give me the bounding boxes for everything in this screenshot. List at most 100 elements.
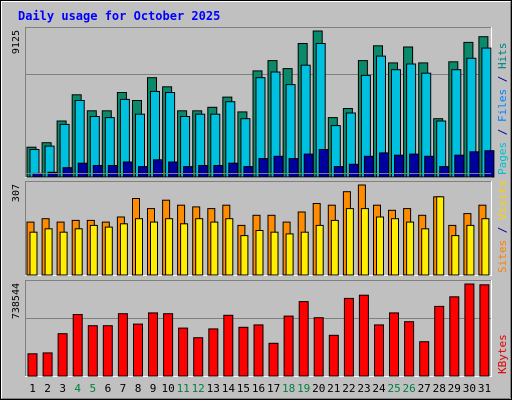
bar-kbytes-day-20: [313, 317, 324, 377]
bar-pages-day-10: [168, 161, 179, 178]
bar-kbytes-day-4: [72, 314, 83, 377]
bar-sites-day-6: [104, 226, 113, 276]
bar-kbytes-day-1: [27, 353, 38, 377]
bar-sites-day-9: [150, 221, 158, 276]
x-tick-label: 26: [402, 382, 415, 395]
series-sites: [29, 196, 490, 276]
x-tick-label: 13: [207, 382, 220, 395]
bar-sites-day-4: [74, 228, 83, 276]
bar-kbytes-day-21: [328, 334, 339, 377]
bar-sites-day-26: [406, 221, 415, 276]
chart-panels: 9125 Pages / Files / Hits 307 Sites / Visit…: [11, 27, 509, 377]
bar-pages-day-16: [258, 158, 269, 178]
bar-kbytes-day-26: [404, 321, 415, 377]
bar-kbytes-day-22: [343, 297, 354, 377]
bar-kbytes-day-7: [117, 313, 128, 377]
bar-kbytes-day-24: [374, 324, 384, 377]
series-kbytes: [27, 283, 490, 377]
bar-sites-day-1: [29, 231, 38, 276]
bar-kbytes-day-9: [148, 312, 158, 377]
x-tick-label: 16: [252, 382, 265, 395]
y-axis-max-label: 307: [11, 184, 22, 202]
bar-sites-day-24: [376, 216, 384, 276]
bar-pages-day-8: [138, 166, 148, 178]
x-tick-label: 22: [342, 382, 355, 395]
legend-text: Pages: [496, 142, 509, 175]
bar-sites-day-10: [165, 218, 174, 276]
x-tick-label: 31: [478, 382, 491, 395]
series-legend-visits: Sites / Visits: [496, 180, 509, 273]
bar-pages-day-22: [348, 163, 359, 178]
bar-sites-day-16: [255, 230, 264, 276]
x-tick-label: 20: [312, 382, 325, 395]
bar-pages-day-13: [213, 165, 224, 178]
bar-pages-day-24: [379, 152, 389, 178]
bar-sites-day-19: [300, 231, 309, 276]
bar-pages-day-17: [273, 155, 284, 178]
bar-sites-day-21: [330, 219, 339, 276]
x-tick-label: 8: [135, 382, 142, 395]
x-tick-label: 7: [120, 382, 127, 395]
series-legend-hits: Pages / Files / Hits: [496, 43, 509, 176]
x-tick-label: 14: [222, 382, 236, 395]
bar-kbytes-day-27: [419, 341, 430, 377]
bar-sites-day-29: [451, 235, 460, 276]
bar-pages-day-26: [409, 153, 420, 178]
legend-text: Hits: [496, 43, 509, 70]
bar-pages-day-4: [77, 162, 88, 178]
bar-kbytes-day-14: [223, 314, 234, 377]
x-tick-label: 29: [448, 382, 461, 395]
x-tick-label: 19: [297, 382, 310, 395]
bar-pages-day-14: [228, 162, 239, 178]
x-tick-label: 15: [237, 382, 250, 395]
bar-pages-day-11: [183, 166, 194, 178]
bar-kbytes-day-31: [479, 284, 490, 377]
x-tick-label: 6: [105, 382, 112, 395]
bar-pages-day-15: [243, 166, 254, 178]
bar-pages-day-6: [107, 165, 118, 178]
y-axis-max-label: 738544: [11, 283, 22, 319]
bar-kbytes-day-15: [238, 326, 249, 377]
bar-pages-day-28: [439, 166, 450, 178]
bar-sites-day-5: [89, 224, 98, 276]
bar-sites-day-27: [421, 228, 430, 276]
legend-text: /: [496, 220, 509, 240]
bar-kbytes-day-10: [163, 313, 174, 377]
bar-kbytes-day-28: [434, 305, 445, 377]
bar-pages-day-30: [469, 151, 480, 178]
x-tick-label: 9: [150, 382, 157, 395]
legend-text: /: [496, 69, 509, 89]
bar-kbytes-day-18: [283, 315, 294, 377]
bar-sites-day-7: [119, 223, 128, 276]
y-axis-max-label: 9125: [11, 30, 22, 54]
bar-kbytes-day-2: [42, 352, 53, 377]
bar-pages-day-7: [122, 161, 133, 178]
bar-sites-day-3: [59, 231, 68, 276]
x-tick-label: 12: [192, 382, 205, 395]
x-tick-label: 27: [418, 382, 431, 395]
bar-sites-day-30: [466, 224, 475, 276]
bar-sites-day-14: [225, 218, 234, 276]
legend-text: Sites: [496, 240, 509, 273]
bar-files-day-1: [29, 149, 40, 178]
bar-sites-day-13: [210, 221, 219, 276]
bar-kbytes-day-8: [133, 323, 143, 377]
bar-pages-day-25: [394, 154, 404, 178]
bar-kbytes-day-6: [102, 325, 113, 377]
bar-pages-day-23: [363, 155, 374, 178]
x-tick-label: 3: [59, 382, 66, 395]
x-tick-label: 4: [74, 382, 81, 395]
bar-kbytes-day-19: [298, 301, 309, 377]
bar-kbytes-day-11: [178, 327, 189, 377]
x-tick-label: 5: [89, 382, 96, 395]
bar-pages-day-9: [153, 159, 163, 178]
panel-visits: 307 Sites / Visits: [11, 173, 509, 276]
x-tick-label: 18: [282, 382, 295, 395]
series-pages: [32, 149, 495, 178]
x-tick-label: 2: [44, 382, 51, 395]
x-tick-label: 21: [327, 382, 340, 395]
legend-text: Visits: [496, 180, 509, 220]
bar-sites-day-15: [240, 235, 249, 276]
